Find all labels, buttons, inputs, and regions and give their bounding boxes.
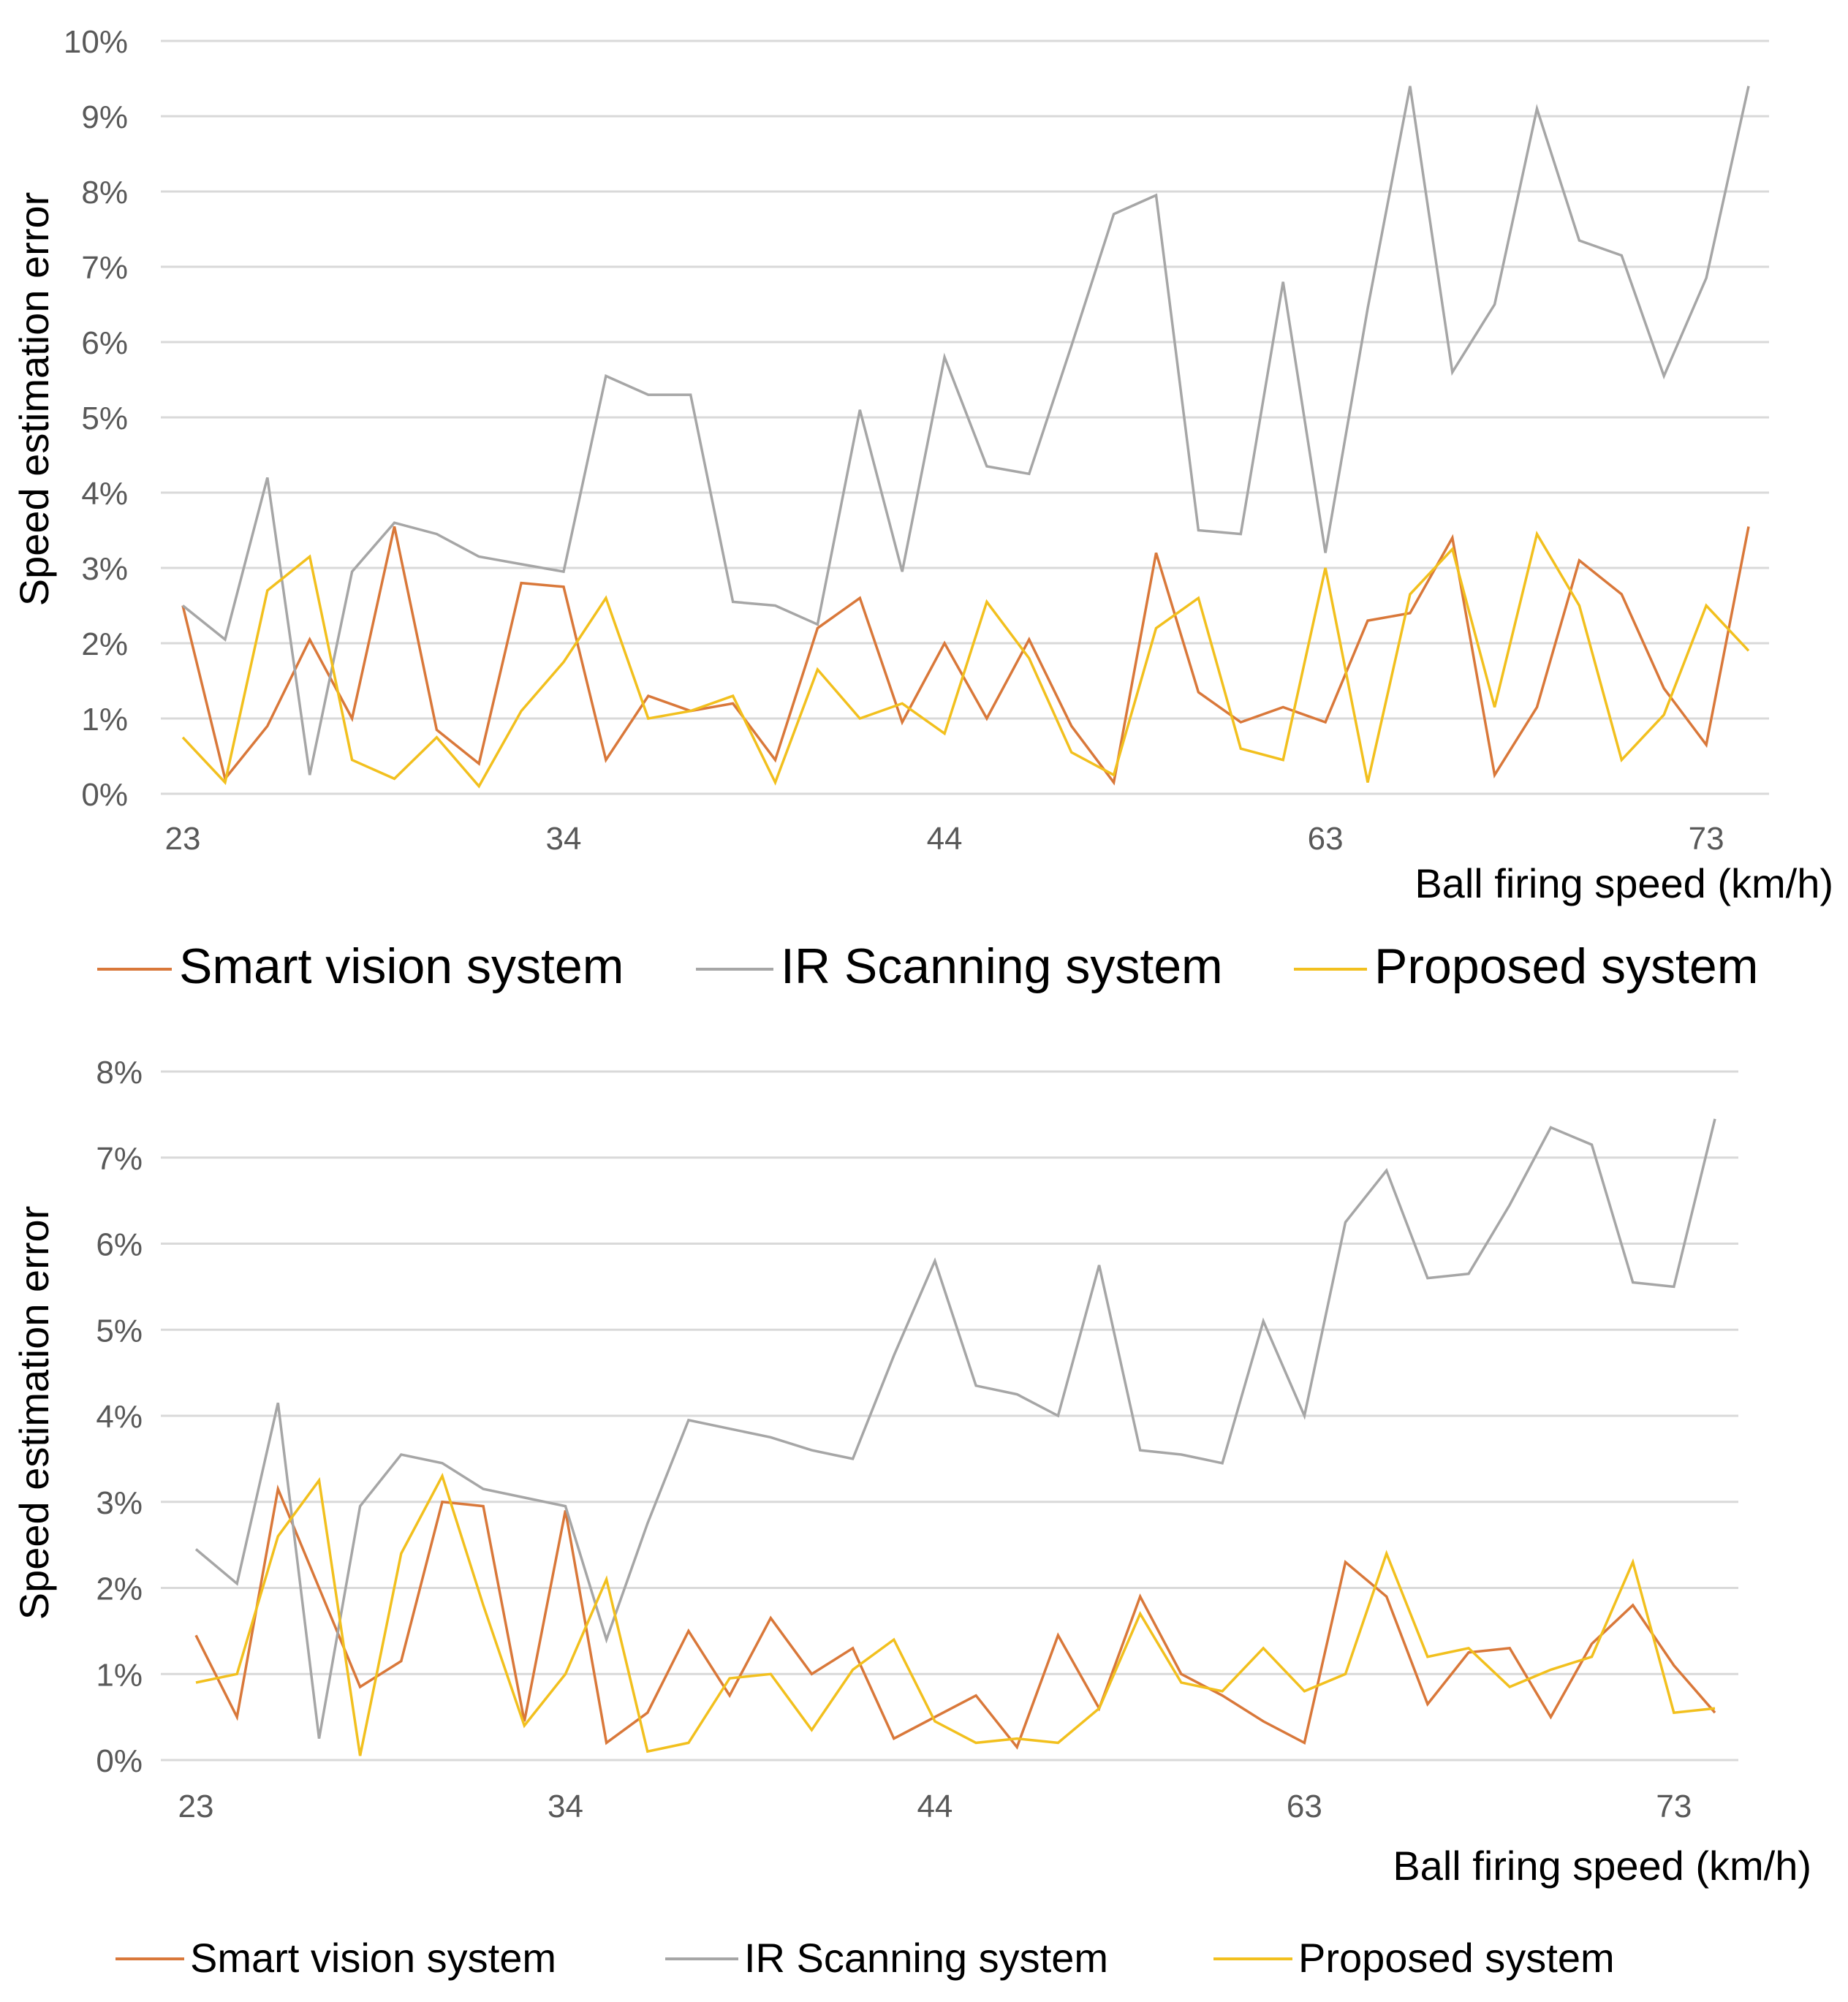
y-tick-label: 7% [81,250,128,286]
series-line-proposed [181,531,1750,789]
series-line-ir [194,1118,1716,1739]
chart-bottom: 0% 1% 2% 3% 4% 5% 6% 7% 8% 23 34 44 63 73 Speed esti… [11,1055,1811,1981]
y-tick-label: 4% [81,476,128,512]
y-tick-label: 8% [81,175,128,211]
y-tick-label: 1% [81,702,128,738]
x-tick-label: 34 [546,821,582,857]
chart-top: 0% 1% 2% 3% 4% 5% 6% 7% 8% 9% 10% 23 34 44 63 73 Speed… [11,24,1833,994]
y-tick-label: 10% [64,24,128,60]
y-tick-label: 6% [81,325,128,361]
y-tick-label: 8% [96,1055,143,1091]
x-tick-label: 63 [1308,821,1344,857]
x-tick-label: 73 [1656,1789,1692,1824]
y-tick-label: 7% [96,1141,143,1177]
y-tick-label: 0% [81,777,128,813]
legend-item-smart[interactable]: Smart vision system [97,939,624,994]
y-tick-label: 1% [96,1657,143,1693]
legend-label-proposed: Proposed system [1374,939,1758,994]
legend: Smart vision system IR Scanning system P… [116,1935,1615,1981]
legend-label-smart: Smart vision system [190,1935,556,1981]
series-lines [194,1118,1716,1756]
legend-label-ir: IR Scanning system [781,939,1223,994]
grid-lines [161,1070,1738,1762]
series-line-proposed [195,1472,1716,1756]
y-tick-label: 5% [81,401,128,436]
y-tick-label: 0% [96,1743,143,1779]
x-tick-labels: 23 34 44 63 73 [165,821,1724,857]
x-tick-labels: 23 34 44 63 73 [178,1789,1692,1824]
y-tick-labels: 0% 1% 2% 3% 4% 5% 6% 7% 8% 9% 10% [64,24,128,813]
y-tick-label: 3% [96,1485,143,1521]
y-tick-label: 5% [96,1313,143,1349]
legend-label-proposed: Proposed system [1298,1935,1615,1981]
y-tick-label: 9% [81,99,128,135]
series-line-ir [181,86,1750,776]
x-tick-label: 23 [165,821,201,857]
x-tick-label: 23 [178,1789,214,1824]
y-tick-label: 4% [96,1399,143,1435]
series-line-smart [194,1484,1716,1750]
x-axis-label: Ball firing speed (km/h) [1393,1843,1811,1889]
x-tick-label: 44 [917,1789,953,1824]
legend-item-smart[interactable]: Smart vision system [116,1935,556,1981]
y-tick-label: 2% [96,1571,143,1607]
legend-label-ir: IR Scanning system [744,1935,1108,1981]
legend-item-proposed[interactable]: Proposed system [1294,939,1758,994]
legend-item-ir[interactable]: IR Scanning system [696,939,1223,994]
legend-item-proposed[interactable]: Proposed system [1213,1935,1615,1981]
x-tick-label: 63 [1287,1789,1322,1824]
legend-label-smart: Smart vision system [179,939,624,994]
x-axis-label: Ball firing speed (km/h) [1415,860,1833,906]
x-tick-label: 34 [548,1789,583,1824]
grid-lines [161,39,1769,795]
y-tick-label: 2% [81,626,128,662]
y-axis-label: Speed estimation error [11,192,57,607]
y-tick-label: 3% [81,551,128,587]
y-tick-labels: 0% 1% 2% 3% 4% 5% 6% 7% 8% [96,1055,143,1779]
series-line-smart [181,526,1750,786]
y-tick-label: 6% [96,1227,143,1263]
legend-item-ir[interactable]: IR Scanning system [665,1935,1108,1981]
x-tick-label: 44 [927,821,963,857]
legend: Smart vision system IR Scanning system P… [97,939,1758,994]
y-axis-label: Speed estimation error [11,1206,57,1620]
series-lines [181,86,1750,789]
x-tick-label: 73 [1689,821,1724,857]
